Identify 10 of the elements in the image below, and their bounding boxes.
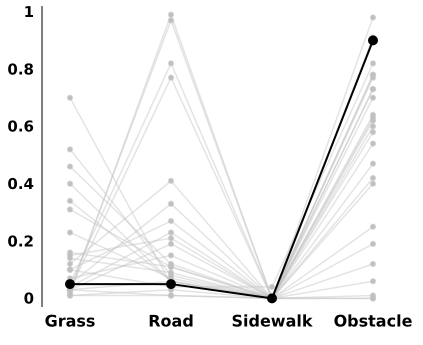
y-tick-label: 0.2: [7, 232, 34, 250]
y-tick-label: 0.6: [7, 118, 34, 136]
y-tick-label: 0: [24, 290, 34, 308]
y-tick-label: 0.8: [7, 60, 34, 78]
x-tick-label: Sidewalk: [231, 311, 313, 330]
y-tick-label: 0.4: [7, 175, 34, 194]
x-tick-label: Obstacle: [334, 311, 413, 330]
x-tick-label: Grass: [44, 311, 96, 330]
y-tick-label: 1: [24, 3, 34, 22]
x-tick-label: Road: [148, 311, 194, 330]
